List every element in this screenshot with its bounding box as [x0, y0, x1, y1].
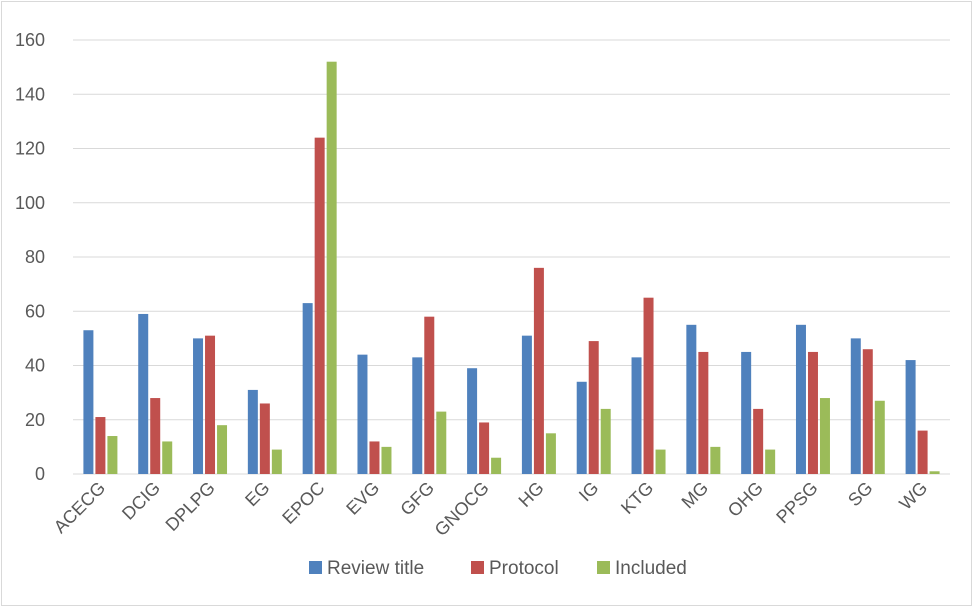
y-axis: 0 20 40 60 80 100 120 140 160 [15, 30, 45, 484]
x-tick-label: EG [241, 478, 274, 511]
x-tick-label: ACECG [50, 478, 109, 537]
legend-label: Included [615, 558, 687, 579]
legend-swatch [309, 561, 322, 574]
x-tick-label: IG [575, 478, 603, 506]
bar-protocol [643, 297, 654, 474]
bar-included [381, 446, 392, 474]
legend-swatch [597, 561, 610, 574]
bar-included [819, 398, 830, 474]
bar-included [600, 408, 611, 474]
bar-review-title [521, 335, 532, 474]
bar-included [929, 471, 940, 474]
x-tick-label: EPOC [278, 478, 328, 528]
bar-review-title [850, 338, 861, 474]
bar-review-title [686, 324, 697, 474]
x-tick-label: DCIG [118, 478, 164, 524]
bar-review-title [631, 357, 642, 474]
bar-review-title [795, 324, 806, 474]
bar-protocol [95, 417, 106, 474]
bar-review-title [467, 368, 478, 474]
bar-protocol [150, 398, 161, 474]
y-tick-label: 20 [25, 410, 45, 430]
bar-protocol [917, 430, 928, 474]
bar-protocol [588, 341, 599, 474]
y-tick-label: 60 [25, 301, 45, 321]
bar-included [271, 449, 282, 474]
bar-review-title [412, 357, 423, 474]
bar-review-title [905, 360, 916, 474]
legend: Review title Protocol Included [309, 558, 687, 579]
bar-review-title [138, 313, 149, 474]
bar-protocol [259, 403, 270, 474]
legend-label: Protocol [489, 558, 559, 579]
bar-protocol [753, 408, 764, 474]
x-tick-label: WG [895, 478, 931, 514]
bar-review-title [247, 389, 258, 474]
y-tick-label: 80 [25, 247, 45, 267]
x-tick-label: PPSG [772, 478, 822, 528]
x-tick-label: MG [678, 478, 713, 513]
bar-protocol [314, 137, 325, 474]
bar-included [765, 449, 776, 474]
x-tick-label: GFG [396, 478, 438, 520]
bar-included [655, 449, 666, 474]
x-tick-label: DPLPG [162, 478, 219, 535]
bar-included [326, 61, 337, 474]
bar-included [162, 441, 173, 474]
bar-included [217, 425, 228, 474]
y-tick-label: 0 [35, 464, 45, 484]
bar-included [545, 433, 556, 474]
x-tick-label: HG [515, 478, 548, 511]
bar-included [107, 436, 118, 474]
x-tick-label: KTG [617, 478, 657, 518]
legend-label: Review title [327, 558, 424, 579]
bar-included [491, 457, 502, 474]
legend-swatch [471, 561, 484, 574]
bar-included [710, 446, 721, 474]
y-tick-label: 160 [15, 30, 45, 50]
bar-protocol [205, 335, 216, 474]
bar-protocol [369, 441, 380, 474]
bar-included [436, 411, 447, 474]
bar-protocol [479, 422, 490, 474]
bar-review-title [83, 330, 94, 474]
y-tick-label: 120 [15, 139, 45, 159]
bar-protocol [698, 351, 709, 474]
y-tick-label: 140 [15, 84, 45, 104]
bar-review-title [357, 354, 368, 474]
y-tick-label: 40 [25, 356, 45, 376]
bar-protocol [533, 267, 544, 474]
bar-review-title [576, 381, 587, 474]
gridlines [73, 39, 950, 475]
x-tick-label: SG [844, 478, 877, 511]
x-tick-label: GNOCG [431, 478, 493, 540]
bar-included [874, 400, 885, 474]
x-tick-label: EVG [342, 478, 383, 519]
bars [83, 61, 940, 474]
y-tick-label: 100 [15, 193, 45, 213]
bar-protocol [862, 349, 873, 474]
bar-review-title [741, 351, 752, 474]
bar-review-title [302, 303, 313, 474]
bar-protocol [424, 316, 435, 474]
bar-protocol [807, 351, 818, 474]
x-tick-label: OHG [724, 478, 767, 521]
bar-review-title [193, 338, 204, 474]
